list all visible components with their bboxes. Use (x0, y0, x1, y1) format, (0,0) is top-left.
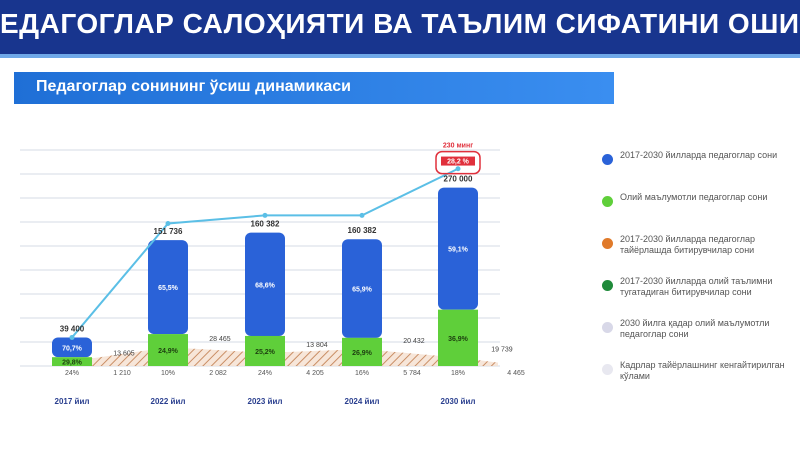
total-label: 160 382 (348, 226, 377, 235)
legend-item: 2017-2030 йилларда педагоглар сони (602, 150, 792, 192)
green-pct-label: 26,9% (352, 350, 373, 357)
bottom-pct-label: 16% (355, 370, 369, 377)
green-pct-label: 36,9% (448, 336, 469, 343)
legend-item: 2030 йилга қадар олий маълумотли педагог… (602, 318, 792, 360)
bottom-value-label: 4 205 (306, 370, 324, 377)
legend-label: Кадрлар тайёрлашнинг кенгайтирилган кўла… (620, 360, 785, 381)
bottom-value-label: 5 784 (403, 370, 421, 377)
bar-blue (438, 187, 478, 310)
green-pct-label: 25,2% (255, 349, 276, 356)
bottom-pct-label: 18% (451, 370, 465, 377)
header-stripe (0, 54, 800, 58)
bottom-value-label: 2 082 (209, 370, 227, 377)
bar-green (245, 335, 285, 366)
legend-swatch (602, 280, 613, 291)
bar-green (342, 337, 382, 366)
total-point (69, 334, 75, 340)
total-label: 151 736 (154, 227, 183, 236)
legend-label: 2030 йилга қадар олий маълумотли педагог… (620, 318, 770, 339)
bottom-pct-label: 24% (65, 370, 79, 377)
category-label: 2022 йил (151, 397, 186, 406)
legend-swatch (602, 154, 613, 165)
blue-pct-label: 65,5% (158, 285, 179, 292)
legend-label: Олий маълумотли педагоглар сони (620, 192, 768, 202)
category-label: 2030 йил (441, 397, 476, 406)
category-label: 2023 йил (248, 397, 283, 406)
total-line (69, 166, 461, 340)
bar-blue (342, 239, 382, 338)
bars (52, 187, 478, 366)
header-banner: ЕДАГОГЛАР САЛОҲИЯТИ ВА ТАЪЛИМ СИФАТИНИ О… (0, 0, 800, 54)
total-label: 39 400 (60, 324, 85, 333)
bar-blue (52, 337, 92, 358)
bottom-value-label: 1 210 (113, 370, 131, 377)
bar-green (52, 357, 92, 366)
legend-swatch (602, 322, 613, 333)
legend-label: 2017-2030 йилларда педагоглар тайёрлашда… (620, 234, 756, 255)
legend-item: Кадрлар тайёрлашнинг кенгайтирилган кўла… (602, 360, 792, 402)
legend: 2017-2030 йилларда педагоглар сони Олий м… (602, 150, 792, 402)
category-label: 2017 йил (55, 397, 90, 406)
blue-pct-label: 65,9% (352, 287, 373, 294)
legend-label: 2017-2030 йилларда олий таълимни тугатад… (620, 276, 773, 297)
hatch-label: 13 605 (113, 350, 135, 357)
total-point (455, 166, 461, 172)
legend-label: 2017-2030 йилларда педагоглар сони (620, 150, 778, 160)
legend-item: 2017-2030 йилларда олий таълимни тугатад… (602, 276, 792, 318)
total-label: 160 382 (251, 220, 280, 229)
section-title-bar: Педагоглар сонининг ўсиш динамикаси (14, 72, 614, 104)
total-point (262, 212, 268, 218)
hatch-label: 28 465 (209, 336, 231, 343)
green-pct-label: 29,8% (62, 360, 83, 367)
legend-swatch (602, 364, 613, 375)
bottom-pct-label: 10% (161, 370, 175, 377)
page-title: ЕДАГОГЛАР САЛОҲИЯТИ ВА ТАЪЛИМ СИФАТИНИ О… (0, 8, 800, 39)
bottom-value-label: 4 465 (507, 370, 525, 377)
bottom-pct-label: 24% (258, 370, 272, 377)
total-label: 270 000 (444, 175, 473, 184)
top-note: 230 минг (443, 143, 473, 150)
top-badge-label: 28,2 % (447, 159, 470, 166)
total-point (359, 212, 365, 218)
blue-pct-label: 70,7% (62, 345, 83, 352)
section-title: Педагоглар сонининг ўсиш динамикаси (36, 78, 351, 95)
hatch-label: 13 804 (306, 342, 328, 349)
top-badge-frame (435, 150, 481, 175)
bar-green (438, 309, 478, 366)
labels: 70,7% 29,8% 39 400 24% 2017 йил 65,5% 24,9% 151… (55, 143, 525, 406)
blue-pct-label: 68,6% (255, 282, 276, 289)
total-point (165, 221, 171, 227)
bar-blue (245, 232, 285, 336)
hatch-label: 20 432 (403, 338, 425, 345)
bar-blue (148, 240, 188, 335)
teacher-growth-chart: 70,7% 29,8% 39 400 24% 2017 йил 65,5% 24,9% 151… (20, 143, 525, 406)
hatch-label: 19 739 (491, 347, 513, 354)
top-badge (441, 156, 475, 166)
category-label: 2024 йил (345, 397, 380, 406)
legend-swatch (602, 238, 613, 249)
legend-swatch (602, 196, 613, 207)
legend-item: Олий маълумотли педагоглар сони (602, 192, 792, 234)
blue-pct-label: 59,1% (448, 247, 469, 254)
bar-green (148, 334, 188, 366)
green-pct-label: 24,9% (158, 348, 179, 355)
legend-item: 2017-2030 йилларда педагоглар тайёрлашда… (602, 234, 792, 276)
